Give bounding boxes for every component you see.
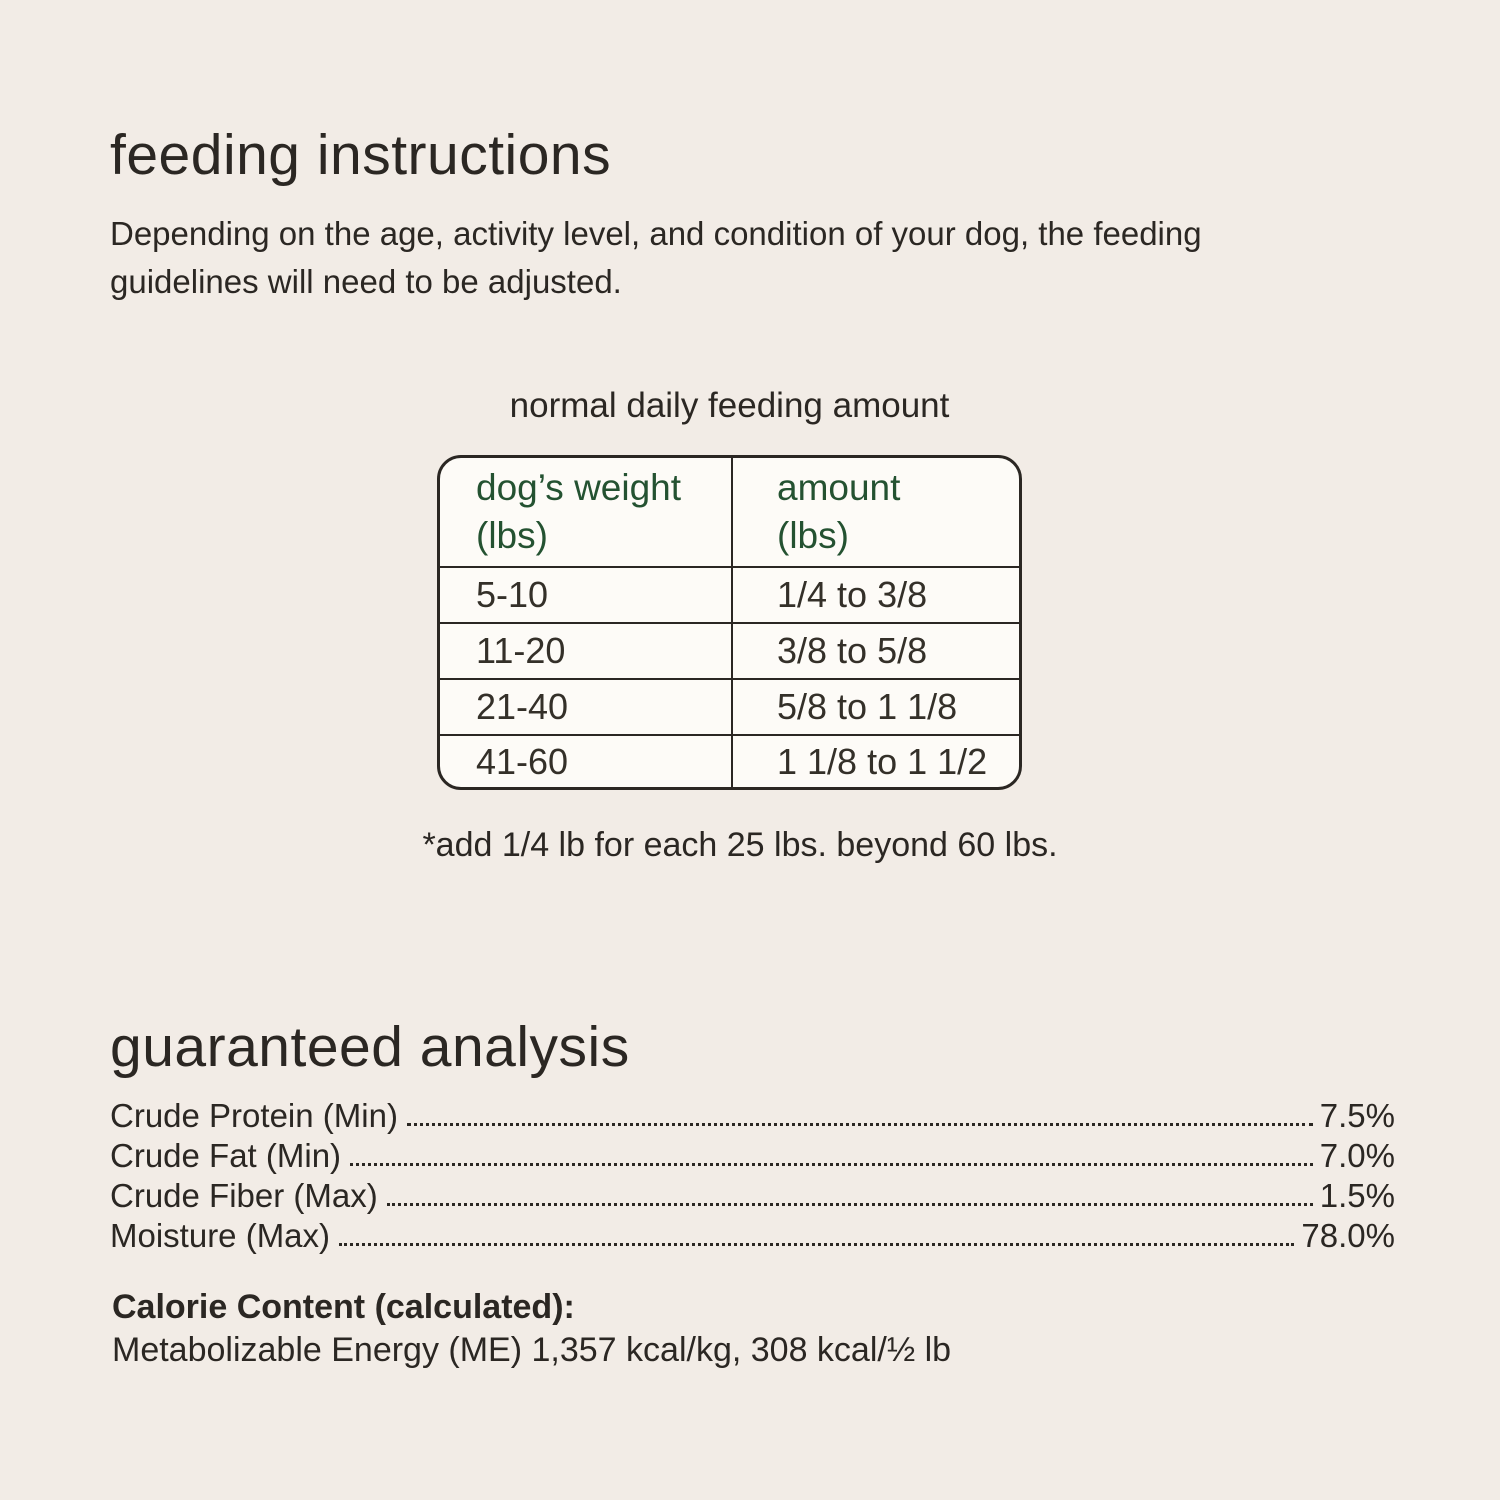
dot-leader xyxy=(350,1163,1313,1166)
analysis-value: 1.5% xyxy=(1319,1177,1395,1214)
guaranteed-analysis-list: Crude Protein (Min) 7.5% Crude Fat (Min)… xyxy=(110,1094,1395,1254)
table-header-amount: amount (lbs) xyxy=(731,458,1019,566)
guaranteed-analysis-title: guaranteed analysis xyxy=(110,1015,630,1079)
dot-leader xyxy=(339,1243,1295,1246)
analysis-row: Crude Fiber (Max) 1.5% xyxy=(110,1174,1395,1214)
table-row-amount: 1/4 to 3/8 xyxy=(731,566,1019,622)
analysis-label: Crude Protein (Min) xyxy=(110,1097,398,1134)
calorie-content-detail: Metabolizable Energy (ME) 1,357 kcal/kg,… xyxy=(112,1331,952,1369)
feeding-instructions-title: feeding instructions xyxy=(110,123,612,187)
calorie-content-heading: Calorie Content (calculated): xyxy=(112,1288,575,1326)
table-row-amount: 3/8 to 5/8 xyxy=(731,622,1019,678)
analysis-value: 7.5% xyxy=(1319,1097,1395,1134)
analysis-label: Moisture (Max) xyxy=(110,1217,331,1254)
table-row-amount: 5/8 to 1 1/8 xyxy=(731,678,1019,734)
table-row-weight: 21-40 xyxy=(440,678,731,734)
feeding-description: Depending on the age, activity level, an… xyxy=(110,215,1202,300)
table-row-weight: 5-10 xyxy=(440,566,731,622)
table-header-dogs-weight: dog’s weight (lbs) xyxy=(476,467,682,556)
analysis-row: Moisture (Max) 78.0% xyxy=(110,1214,1395,1254)
feeding-table-title: normal daily feeding amount xyxy=(509,386,950,425)
analysis-row: Crude Protein (Min) 7.5% xyxy=(110,1094,1395,1134)
dot-leader xyxy=(406,1123,1313,1126)
dot-leader xyxy=(386,1203,1313,1206)
analysis-label: Crude Fat (Min) xyxy=(110,1137,342,1174)
feeding-table: dog’s weight (lbs) amount (lbs) 5-10 1/4… xyxy=(437,455,1022,790)
analysis-value: 78.0% xyxy=(1301,1217,1395,1254)
table-row-amount: 1 1/8 to 1 1/2 xyxy=(731,734,1019,787)
analysis-label: Crude Fiber (Max) xyxy=(110,1177,378,1214)
feeding-footnote: *add 1/4 lb for each 25 lbs. beyond 60 l… xyxy=(422,826,1058,864)
table-row-weight: 11-20 xyxy=(440,622,731,678)
table-row-weight: 41-60 xyxy=(440,734,731,787)
analysis-row: Crude Fat (Min) 7.0% xyxy=(110,1134,1395,1174)
analysis-value: 7.0% xyxy=(1319,1137,1395,1174)
